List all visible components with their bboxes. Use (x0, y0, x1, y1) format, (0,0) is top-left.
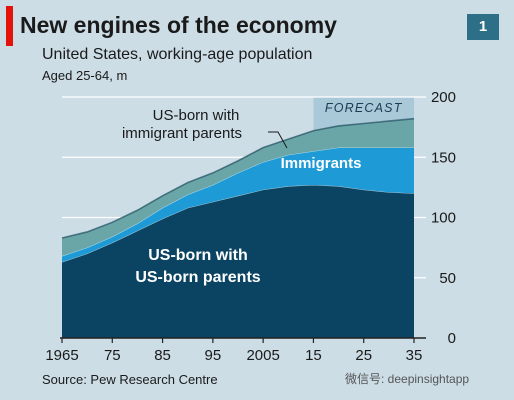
chart-title: New engines of the economy (20, 12, 337, 38)
x-tick-label-85: 85 (154, 347, 171, 364)
y-tick-label-0: 0 (448, 330, 456, 347)
series-label-us-born-us-parents: US-born parents (135, 269, 260, 286)
area-us-born-immigrant-parents-edge (61, 117, 415, 239)
area-immigrants (62, 147, 414, 263)
x-tick-label-75: 75 (104, 347, 121, 364)
chart-subtitle: United States, working-age population (42, 46, 313, 63)
series-label-immigrants: Immigrants (281, 155, 362, 172)
area-us-born-immigrant-parents (62, 118, 414, 257)
series-label-us-born-us-parents: US-born with (148, 247, 248, 264)
y-tick-label-150: 150 (431, 149, 456, 166)
chart-unit-label: Aged 25-64, m (42, 68, 128, 83)
x-tick-label-25: 25 (355, 347, 372, 364)
area-us-born-us-parents (62, 184, 414, 338)
brand-red-bar (6, 6, 13, 46)
x-tick-label-1965: 1965 (45, 347, 78, 364)
x-tick-label-2005: 2005 (246, 347, 279, 364)
series-label-leader-line (268, 131, 288, 149)
y-tick-label-50: 50 (439, 270, 456, 287)
x-tick-label-35: 35 (406, 347, 423, 364)
x-tick-label-15: 15 (305, 347, 322, 364)
chart-number-badge: 1 (467, 14, 499, 40)
y-tick-label-100: 100 (431, 210, 456, 227)
forecast-label: FORECAST (325, 101, 403, 115)
x-tick-label-95: 95 (205, 347, 222, 364)
series-label-us-born-immigrant-parents: immigrant parents (122, 125, 242, 142)
series-label-us-born-immigrant-parents: US-born with (153, 107, 240, 124)
source-note: Source: Pew Research Centre (42, 372, 218, 387)
y-tick-label-200: 200 (431, 89, 456, 106)
wechat-watermark: 微信号: deepinsightapp (345, 372, 470, 386)
